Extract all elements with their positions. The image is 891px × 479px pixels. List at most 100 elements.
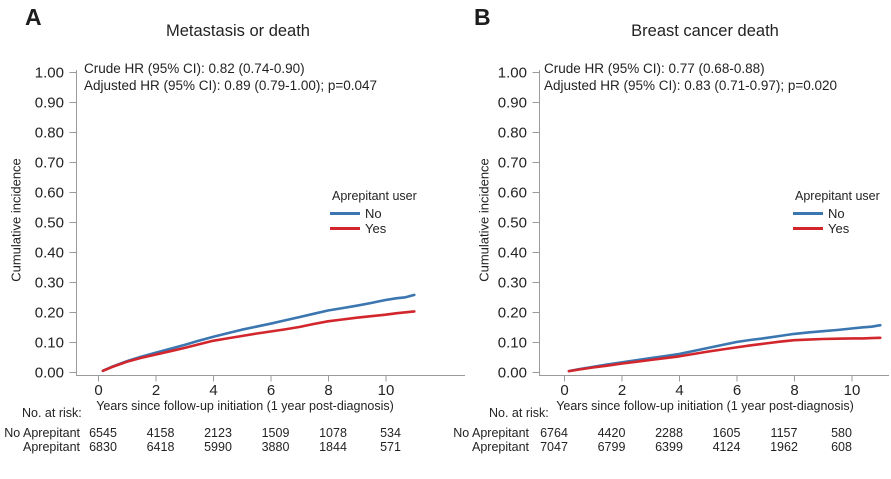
y-tick-label: 0.50 bbox=[35, 215, 64, 232]
y-tick-label: 0.10 bbox=[498, 335, 527, 352]
y-tick-label: 0.40 bbox=[35, 245, 64, 262]
risk-count: 580 bbox=[831, 426, 852, 440]
x-tick-label: 8 bbox=[324, 382, 332, 399]
curve-yes bbox=[567, 336, 882, 373]
risk-count: 2288 bbox=[655, 426, 683, 440]
risk-caption-b: No. at risk: bbox=[489, 406, 549, 420]
y-tick-label: 0.30 bbox=[35, 275, 64, 292]
y-tick-label: 0.90 bbox=[35, 95, 64, 112]
x-tick-label: 0 bbox=[94, 382, 102, 399]
risk-row-label-b-yes: Aprepitant bbox=[472, 440, 529, 454]
risk-row-label-b-no: No Aprepitant bbox=[453, 426, 529, 440]
x-tick-label: 0 bbox=[560, 382, 568, 399]
hr-annotation-b: Crude HR (95% CI): 0.77 (0.68-0.88) Adju… bbox=[544, 61, 837, 94]
risk-count: 6799 bbox=[597, 440, 626, 454]
axis-lines bbox=[539, 70, 889, 376]
y-tick-label: 1.00 bbox=[498, 65, 527, 82]
y-tick-label: 0.90 bbox=[498, 95, 527, 112]
legend-title-b: Aprepitant user bbox=[795, 189, 880, 203]
y-tick-label: 0.20 bbox=[35, 305, 64, 322]
risk-caption-a: No. at risk: bbox=[22, 406, 82, 420]
risk-row-label-a-yes: Aprepitant bbox=[23, 440, 80, 454]
legend-label-no-a: No bbox=[365, 206, 382, 221]
x-axis-label-b: Years since follow-up initiation (1 year… bbox=[556, 399, 854, 413]
crude-hr-text-a: Crude HR (95% CI): 0.82 (0.74-0.90) bbox=[84, 61, 305, 76]
legend-title-a: Aprepitant user bbox=[332, 189, 417, 203]
curve-yes bbox=[101, 310, 416, 373]
y-tick-label: 0.50 bbox=[498, 215, 527, 232]
risk-count: 1509 bbox=[261, 426, 290, 440]
legend-label-no-b: No bbox=[828, 206, 845, 221]
risk-count: 6418 bbox=[146, 440, 175, 454]
y-tick-label: 0.70 bbox=[35, 155, 64, 172]
risk-count: 6399 bbox=[655, 440, 683, 454]
y-tick-label: 0.00 bbox=[35, 365, 64, 382]
risk-count: 4158 bbox=[146, 426, 175, 440]
y-tick-label: 0.20 bbox=[498, 305, 527, 322]
risk-count: 4420 bbox=[597, 426, 626, 440]
chart-title-a: Metastasis or death bbox=[166, 22, 310, 40]
axis-lines bbox=[76, 70, 465, 376]
legend-item-yes-b: Yes bbox=[793, 221, 880, 236]
risk-count: 1078 bbox=[319, 426, 347, 440]
y-tick-label: 0.80 bbox=[35, 125, 64, 142]
risk-count: 1962 bbox=[770, 440, 798, 454]
y-axis-label-a: Cumulative incidence bbox=[8, 158, 24, 282]
legend-b: Aprepitant user No Yes bbox=[793, 189, 880, 236]
risk-count: 571 bbox=[380, 440, 401, 454]
legend-line-no-icon bbox=[793, 211, 823, 216]
x-tick-label: 2 bbox=[618, 382, 626, 399]
risk-count: 2123 bbox=[204, 426, 232, 440]
adjusted-hr-text-a: Adjusted HR (95% CI): 0.89 (0.79-1.00); … bbox=[84, 77, 378, 93]
legend-line-no-icon bbox=[330, 211, 360, 216]
risk-count: 1844 bbox=[319, 440, 347, 454]
x-tick-label: 10 bbox=[378, 382, 395, 399]
legend-item-no-a: No bbox=[330, 206, 417, 221]
x-tick-label: 6 bbox=[733, 382, 741, 399]
y-tick-label: 0.00 bbox=[498, 365, 527, 382]
adjusted-hr-text-b: Adjusted HR (95% CI): 0.83 (0.71-0.97); … bbox=[544, 77, 838, 93]
x-tick-label: 8 bbox=[790, 382, 798, 399]
legend-line-yes-icon bbox=[330, 226, 360, 231]
legend-label-yes-b: Yes bbox=[828, 221, 850, 236]
risk-count: 534 bbox=[380, 426, 401, 440]
legend-item-yes-a: Yes bbox=[330, 221, 417, 236]
y-tick-label: 0.80 bbox=[498, 125, 527, 142]
curve-no bbox=[101, 293, 416, 373]
chart-title-b: Breast cancer death bbox=[631, 22, 779, 40]
risk-row-label-a-no: No Aprepitant bbox=[4, 426, 80, 440]
y-tick-label: 0.60 bbox=[498, 185, 527, 202]
panel-label-a: A bbox=[25, 4, 42, 30]
risk-count: 6830 bbox=[89, 440, 117, 454]
y-tick-label: 0.70 bbox=[498, 155, 527, 172]
risk-count: 6545 bbox=[89, 426, 117, 440]
x-tick-label: 6 bbox=[267, 382, 275, 399]
panel-label-b: B bbox=[474, 4, 491, 30]
x-tick-label: 10 bbox=[844, 382, 861, 399]
y-tick-label: 0.40 bbox=[498, 245, 527, 262]
risk-count: 1157 bbox=[770, 426, 798, 440]
y-tick-label: 0.60 bbox=[35, 185, 64, 202]
risk-count: 1605 bbox=[712, 426, 741, 440]
x-axis-label-a: Years since follow-up initiation (1 year… bbox=[96, 399, 394, 413]
y-tick-label: 1.00 bbox=[35, 65, 64, 82]
risk-count: 4124 bbox=[712, 440, 741, 454]
hr-annotation-a: Crude HR (95% CI): 0.82 (0.74-0.90) Adju… bbox=[84, 61, 377, 94]
risk-count: 7047 bbox=[540, 440, 568, 454]
x-tick-label: 2 bbox=[152, 382, 160, 399]
risk-count: 5990 bbox=[204, 440, 232, 454]
risk-count: 3880 bbox=[261, 440, 290, 454]
risk-count: 6764 bbox=[540, 426, 568, 440]
crude-hr-text-b: Crude HR (95% CI): 0.77 (0.68-0.88) bbox=[544, 61, 765, 76]
legend-item-no-b: No bbox=[793, 206, 880, 221]
x-tick-label: 4 bbox=[675, 382, 683, 399]
y-tick-label: 0.10 bbox=[35, 335, 64, 352]
legend-line-yes-icon bbox=[793, 226, 823, 231]
legend-a: Aprepitant user No Yes bbox=[330, 189, 417, 236]
legend-label-yes-a: Yes bbox=[365, 221, 387, 236]
x-tick-label: 4 bbox=[209, 382, 217, 399]
y-tick-label: 0.30 bbox=[498, 275, 527, 292]
y-axis-label-b: Cumulative incidence bbox=[476, 158, 492, 282]
